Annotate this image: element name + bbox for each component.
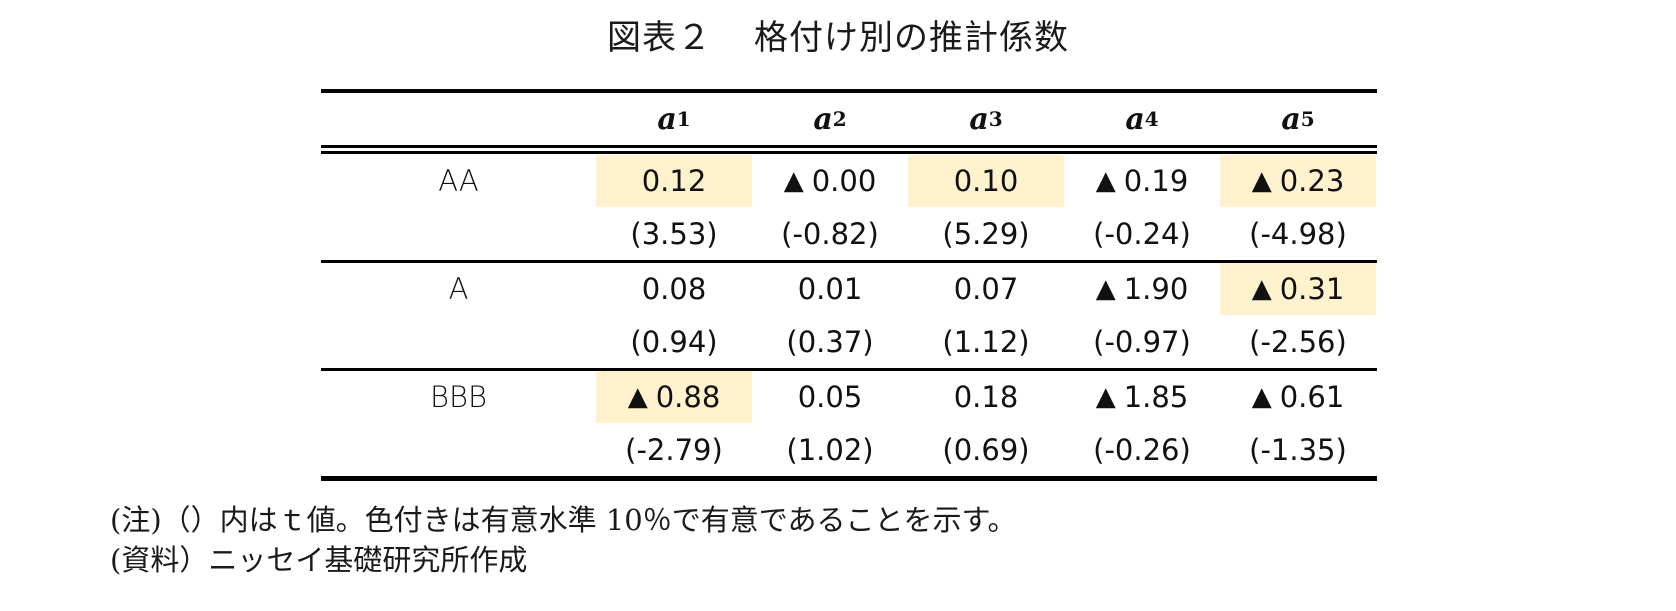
coefficient-value: 1.85	[1123, 380, 1189, 414]
rating-label: A	[448, 272, 469, 306]
coefficient-row: A 0.08 0.01 0.07 ▲ 1.90 ▲ 0.31	[321, 263, 1377, 315]
empty-label-cell	[321, 207, 596, 260]
t-value-row: (-2.79) (1.02) (0.69) (-0.26) (-1.35)	[321, 423, 1377, 476]
group-divider-rule	[321, 260, 1377, 263]
negative-triangle-icon: ▲	[783, 166, 804, 196]
coefficient-cell: ▲ 0.61	[1220, 371, 1376, 423]
negative-triangle-icon: ▲	[1095, 382, 1116, 412]
coefficient-row: BBB ▲ 0.88 0.05 0.18 ▲ 1.85 ▲ 0.61	[321, 371, 1377, 423]
empty-label-cell	[321, 423, 596, 476]
coefficient-cell: ▲ 0.23	[1220, 155, 1376, 207]
coefficient-cell: 0.12	[596, 155, 752, 207]
coefficient-value: 0.88	[655, 380, 721, 414]
source-text: (資料）ニッセイ基礎研究所作成	[110, 543, 528, 577]
t-value-cell: (-2.56)	[1249, 324, 1347, 359]
t-value-cell: (0.94)	[630, 324, 718, 359]
t-value-row: (3.53) (-0.82) (5.29) (-0.24) (-4.98)	[321, 207, 1377, 260]
coefficient-value: 0.12	[641, 164, 707, 198]
coefficient-value: 0.19	[1123, 164, 1189, 198]
table-bottom-rule	[321, 476, 1377, 481]
figure-caption: 格付け別の推計係数	[754, 18, 1069, 58]
coefficient-value: 0.08	[641, 272, 707, 306]
empty-label-cell	[321, 315, 596, 368]
table-top-rule	[321, 89, 1377, 93]
coefficient-cell: ▲ 0.19	[1064, 155, 1220, 207]
coefficient-value: 0.61	[1279, 380, 1345, 414]
t-value-cell: (-2.79)	[625, 432, 723, 467]
coefficient-cell: ▲ 0.31	[1220, 263, 1376, 315]
table-body: AA 0.12 ▲ 0.00 0.10 ▲ 0.19 ▲ 0.23 (3.53) (-0.82) (5…	[321, 155, 1377, 476]
coefficient-value: 0.18	[953, 380, 1019, 414]
t-value-cell: (3.53)	[630, 216, 718, 251]
negative-triangle-icon: ▲	[1095, 274, 1116, 304]
note-text: (注)（）内はｔ値。色付きは有意水準 10％で有意であることを示す。	[110, 503, 1017, 537]
header-double-rule	[321, 145, 1377, 155]
negative-triangle-icon: ▲	[1251, 382, 1272, 412]
coefficient-value: 0.00	[811, 164, 877, 198]
t-value-cell: (1.12)	[942, 324, 1030, 359]
coefficient-value: 0.05	[797, 380, 863, 414]
t-value-cell: (-0.24)	[1093, 216, 1191, 251]
coefficient-value: 0.23	[1279, 164, 1345, 198]
t-value-cell: (-4.98)	[1249, 216, 1347, 251]
rating-label: AA	[438, 164, 479, 198]
coefficient-cell: 0.18	[908, 371, 1064, 423]
coefficient-cell: ▲ 0.88	[596, 371, 752, 423]
negative-triangle-icon: ▲	[1251, 274, 1272, 304]
coefficient-cell: ▲ 1.85	[1064, 371, 1220, 423]
group-divider-rule	[321, 368, 1377, 371]
t-value-row: (0.94) (0.37) (1.12) (-0.97) (-2.56)	[321, 315, 1377, 368]
coefficient-value: 0.31	[1279, 272, 1345, 306]
figure-title: 図表２ 格付け別の推計係数	[0, 16, 1676, 60]
t-value-cell: (0.69)	[942, 432, 1030, 467]
coefficient-cell: ▲ 1.90	[1064, 263, 1220, 315]
footnotes: (注)（）内はｔ値。色付きは有意水準 10％で有意であることを示す。 (資料）ニ…	[110, 500, 1017, 580]
t-value-cell: (5.29)	[942, 216, 1030, 251]
figure-number: 図表２	[607, 18, 712, 58]
negative-triangle-icon: ▲	[627, 382, 648, 412]
coefficient-cell: 0.01	[752, 263, 908, 315]
t-value-cell: (-1.35)	[1249, 432, 1347, 467]
coefficient-value: 1.90	[1123, 272, 1189, 306]
t-value-cell: (0.37)	[786, 324, 874, 359]
t-value-cell: (-0.26)	[1093, 432, 1191, 467]
coefficient-cell: 0.05	[752, 371, 908, 423]
coefficient-cell: 0.10	[908, 155, 1064, 207]
coefficient-value: 0.10	[953, 164, 1019, 198]
rating-label: BBB	[430, 380, 487, 414]
t-value-cell: (-0.82)	[781, 216, 879, 251]
coefficient-cell: 0.08	[596, 263, 752, 315]
negative-triangle-icon: ▲	[1251, 166, 1272, 196]
coefficient-value: 0.07	[953, 272, 1019, 306]
coefficient-cell: ▲ 0.00	[752, 155, 908, 207]
coefficient-row: AA 0.12 ▲ 0.00 0.10 ▲ 0.19 ▲ 0.23	[321, 155, 1377, 207]
coefficient-value: 0.01	[797, 272, 863, 306]
coefficient-cell: 0.07	[908, 263, 1064, 315]
negative-triangle-icon: ▲	[1095, 166, 1116, 196]
t-value-cell: (-0.97)	[1093, 324, 1191, 359]
t-value-cell: (1.02)	[786, 432, 874, 467]
